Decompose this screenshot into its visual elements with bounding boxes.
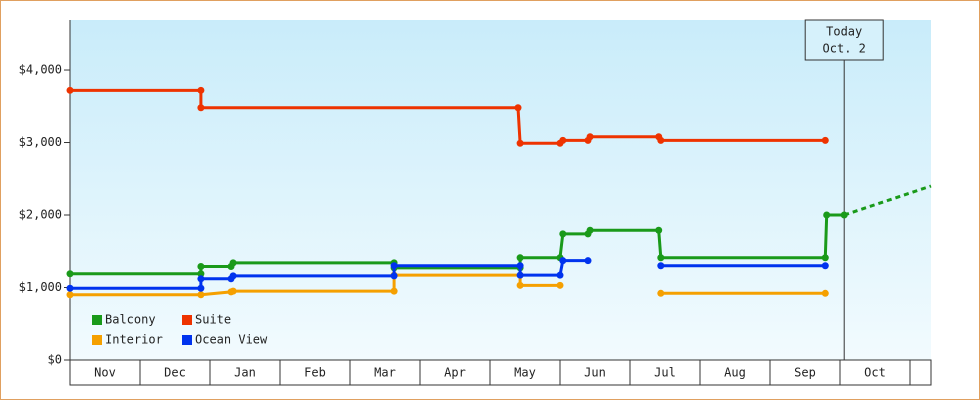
data-point: [229, 259, 237, 267]
data-point: [197, 262, 205, 270]
data-point: [823, 211, 831, 219]
x-tick-label: Jun: [584, 366, 606, 380]
x-tick-label: Mar: [374, 366, 396, 380]
data-point: [390, 262, 398, 270]
data-point: [516, 254, 524, 262]
x-tick-label: May: [514, 366, 536, 380]
data-point: [821, 254, 829, 262]
data-point: [197, 86, 205, 94]
data-point: [655, 226, 663, 234]
x-tick-label: Apr: [444, 366, 466, 380]
data-point: [559, 257, 567, 265]
projection-line: [843, 184, 932, 217]
data-point: [821, 289, 829, 297]
data-point: [556, 281, 564, 289]
x-tick-label: Jan: [234, 366, 256, 380]
data-point: [840, 211, 848, 219]
data-point: [556, 271, 564, 279]
legend-swatch: [182, 335, 192, 345]
data-point: [66, 86, 74, 94]
x-tick-label: Dec: [164, 366, 186, 380]
data-point: [516, 271, 524, 279]
legend-label: Suite: [195, 313, 231, 327]
data-point: [657, 136, 665, 144]
data-point: [66, 270, 74, 278]
x-tick-label: Aug: [724, 366, 746, 380]
y-tick-label: $4,000: [19, 63, 62, 77]
data-point: [197, 291, 205, 299]
data-point: [197, 275, 205, 283]
data-point: [821, 136, 829, 144]
legend-label: Interior: [105, 333, 163, 347]
legend-swatch: [92, 335, 102, 345]
data-point: [197, 284, 205, 292]
legend-label: Ocean View: [195, 333, 268, 347]
data-point: [390, 272, 398, 280]
today-label: Oct. 2: [823, 42, 866, 56]
data-point: [657, 262, 665, 270]
today-box: [804, 19, 884, 61]
data-point: [657, 289, 665, 297]
data-point: [66, 291, 74, 299]
data-point: [197, 104, 205, 112]
data-point: [229, 287, 237, 295]
x-tick-label: Jul: [654, 366, 676, 380]
y-tick-label: $3,000: [19, 135, 62, 149]
data-point: [516, 139, 524, 147]
data-point: [516, 262, 524, 270]
x-tick-label: Feb: [304, 366, 326, 380]
plot-area: [70, 20, 931, 360]
data-point: [66, 284, 74, 292]
data-point: [559, 230, 567, 238]
x-tick-label: Nov: [94, 366, 116, 380]
data-point: [657, 254, 665, 262]
y-tick-label: $0: [48, 353, 62, 367]
data-point: [197, 270, 205, 278]
data-point: [390, 287, 398, 295]
series-line: [70, 213, 845, 276]
data-point: [559, 136, 567, 144]
data-point: [516, 281, 524, 289]
today-label: Today: [826, 25, 862, 39]
data-point: [821, 262, 829, 270]
y-tick-label: $2,000: [19, 208, 62, 222]
x-tick-label: Sep: [794, 366, 816, 380]
legend-swatch: [182, 315, 192, 325]
y-tick-label: $1,000: [19, 280, 62, 294]
data-point: [584, 257, 592, 265]
data-point: [514, 104, 522, 112]
data-point: [586, 226, 594, 234]
data-point: [586, 133, 594, 141]
data-point: [229, 272, 237, 280]
x-tick-label: Oct: [864, 366, 886, 380]
legend-swatch: [92, 315, 102, 325]
legend-label: Balcony: [105, 313, 156, 327]
